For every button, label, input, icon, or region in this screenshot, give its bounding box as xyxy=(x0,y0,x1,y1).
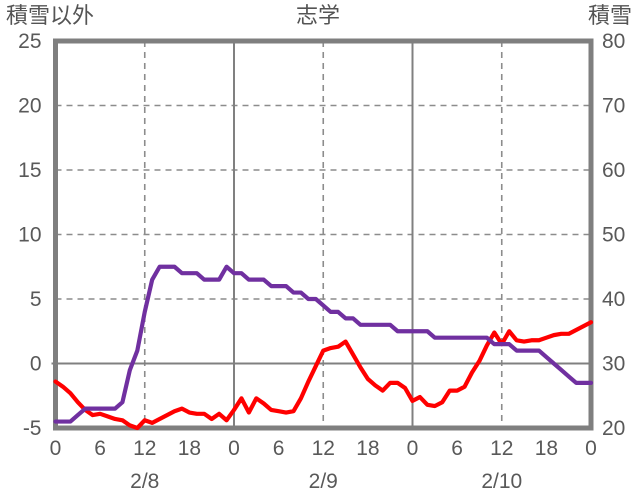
left-axis-tick-label: 10 xyxy=(18,224,41,247)
x-axis-tick-label: 18 xyxy=(178,437,201,460)
x-axis-tick-label: 0 xyxy=(50,437,62,460)
right-axis-tick-label: 30 xyxy=(602,353,625,376)
x-axis-tick-label: 12 xyxy=(312,437,335,460)
left-axis-tick-label: 25 xyxy=(18,30,41,53)
x-axis-tick-label: 0 xyxy=(228,437,240,460)
x-axis-tick-label: 18 xyxy=(356,437,379,460)
series-line-snow xyxy=(53,264,594,424)
chart-title: 志学 xyxy=(295,3,340,28)
left-axis-tick-label: -5 xyxy=(23,417,42,440)
x-axis-tick-label: 12 xyxy=(490,437,513,460)
left-axis-tick-label: 5 xyxy=(30,288,42,311)
left-axis-tick-label: 0 xyxy=(30,353,42,376)
x-axis-tick-label: 6 xyxy=(451,437,463,460)
x-axis-tick-label: 6 xyxy=(273,437,285,460)
x-axis-date-label: 2/9 xyxy=(309,470,338,493)
left-axis-title: 積雪以外 xyxy=(6,3,95,28)
x-axis-tick-label: 18 xyxy=(535,437,558,460)
right-axis-tick-label: 20 xyxy=(602,417,625,440)
right-axis-tick-label: 60 xyxy=(602,159,625,182)
left-axis-tick-label: 20 xyxy=(18,95,41,118)
x-axis-date-label: 2/8 xyxy=(130,470,159,493)
right-axis-title: 積雪 xyxy=(587,3,632,28)
right-axis-tick-label: 80 xyxy=(602,30,625,53)
right-axis-tick-label: 70 xyxy=(602,95,625,118)
plot-border xyxy=(53,38,594,431)
left-axis-tick-label: 15 xyxy=(18,159,41,182)
right-axis-tick-label: 50 xyxy=(602,224,625,247)
x-axis-tick-label: 0 xyxy=(585,437,597,460)
right-axis-tick-label: 40 xyxy=(602,288,625,311)
x-axis-tick-label: 6 xyxy=(94,437,106,460)
x-axis-date-label: 2/10 xyxy=(481,470,522,493)
x-axis-tick-label: 12 xyxy=(133,437,156,460)
x-axis-tick-label: 0 xyxy=(407,437,419,460)
